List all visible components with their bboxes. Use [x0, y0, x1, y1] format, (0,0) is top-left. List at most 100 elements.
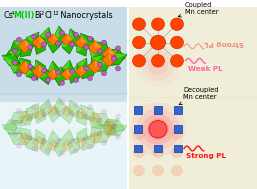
Polygon shape — [68, 65, 78, 75]
Polygon shape — [81, 37, 87, 43]
Polygon shape — [53, 67, 61, 77]
Polygon shape — [82, 134, 95, 143]
Polygon shape — [40, 137, 46, 149]
Polygon shape — [62, 37, 74, 54]
Bar — [128, 133, 257, 140]
Polygon shape — [9, 50, 22, 56]
Circle shape — [87, 105, 93, 109]
Circle shape — [74, 78, 78, 83]
Polygon shape — [61, 34, 73, 45]
Polygon shape — [92, 113, 102, 125]
Polygon shape — [92, 113, 110, 125]
Polygon shape — [67, 140, 73, 146]
Text: 4: 4 — [11, 11, 14, 16]
Polygon shape — [20, 114, 33, 126]
Polygon shape — [88, 112, 102, 125]
Polygon shape — [53, 98, 67, 117]
Circle shape — [32, 34, 36, 39]
Circle shape — [60, 30, 65, 35]
Polygon shape — [2, 55, 12, 66]
Polygon shape — [81, 108, 87, 114]
Polygon shape — [94, 59, 112, 71]
Bar — [128, 173, 257, 181]
Circle shape — [16, 72, 22, 77]
Circle shape — [171, 147, 182, 158]
Circle shape — [102, 140, 106, 145]
Polygon shape — [14, 40, 28, 46]
Polygon shape — [48, 61, 60, 78]
Circle shape — [112, 56, 116, 60]
Polygon shape — [40, 27, 52, 46]
Circle shape — [97, 118, 103, 123]
Polygon shape — [47, 34, 59, 45]
Polygon shape — [102, 125, 110, 135]
Circle shape — [87, 76, 93, 81]
Polygon shape — [8, 61, 18, 73]
Bar — [128, 92, 257, 99]
Circle shape — [84, 114, 88, 119]
Polygon shape — [53, 26, 60, 37]
Bar — [128, 149, 257, 156]
Polygon shape — [53, 98, 60, 109]
Polygon shape — [26, 32, 39, 49]
Polygon shape — [88, 41, 102, 54]
Circle shape — [142, 114, 174, 145]
Circle shape — [84, 66, 88, 71]
Polygon shape — [39, 107, 46, 114]
Polygon shape — [88, 60, 102, 73]
Polygon shape — [109, 119, 116, 125]
Polygon shape — [62, 37, 68, 47]
Text: Bi: Bi — [34, 11, 42, 20]
Polygon shape — [9, 120, 22, 125]
Circle shape — [152, 129, 163, 139]
Circle shape — [74, 103, 78, 108]
Circle shape — [41, 68, 47, 73]
Polygon shape — [25, 134, 32, 148]
Bar — [0, 152, 128, 158]
Bar — [0, 121, 128, 127]
Circle shape — [152, 147, 163, 158]
Circle shape — [102, 40, 106, 45]
Circle shape — [74, 148, 78, 153]
Polygon shape — [22, 44, 33, 51]
Polygon shape — [105, 120, 125, 133]
Circle shape — [13, 120, 17, 125]
Polygon shape — [34, 129, 40, 140]
Circle shape — [45, 32, 50, 37]
Polygon shape — [62, 106, 68, 117]
Circle shape — [41, 42, 47, 47]
Polygon shape — [95, 131, 102, 138]
Text: M(II): M(II) — [14, 11, 35, 20]
Polygon shape — [80, 33, 94, 50]
Bar — [128, 125, 257, 132]
Polygon shape — [25, 40, 32, 46]
FancyBboxPatch shape — [134, 106, 142, 114]
Polygon shape — [32, 36, 46, 49]
Polygon shape — [10, 111, 28, 123]
Circle shape — [41, 112, 47, 117]
Polygon shape — [19, 127, 26, 138]
Circle shape — [102, 71, 106, 76]
Polygon shape — [40, 99, 49, 109]
Polygon shape — [34, 108, 45, 124]
Polygon shape — [53, 34, 59, 40]
Polygon shape — [8, 132, 26, 144]
Polygon shape — [95, 41, 102, 47]
Polygon shape — [25, 61, 32, 67]
Polygon shape — [105, 49, 125, 61]
Polygon shape — [2, 124, 20, 135]
Polygon shape — [80, 105, 94, 121]
Polygon shape — [61, 140, 73, 151]
Polygon shape — [89, 117, 96, 128]
Circle shape — [27, 116, 32, 121]
Polygon shape — [40, 137, 52, 156]
Circle shape — [13, 132, 17, 136]
Polygon shape — [98, 59, 112, 66]
Polygon shape — [48, 105, 55, 115]
Polygon shape — [109, 47, 116, 54]
Circle shape — [69, 69, 75, 74]
Bar — [0, 102, 128, 189]
Polygon shape — [25, 132, 32, 139]
Polygon shape — [102, 56, 110, 66]
Polygon shape — [109, 124, 116, 131]
